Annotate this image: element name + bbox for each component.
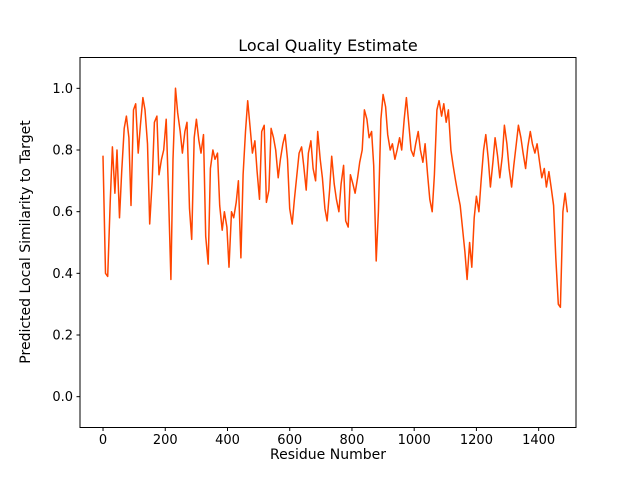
x-tick-label: 600 bbox=[277, 433, 302, 448]
data-line bbox=[102, 87, 569, 309]
x-tick-label: 200 bbox=[153, 433, 178, 448]
axes-box bbox=[79, 57, 577, 428]
x-tick-label: 400 bbox=[215, 433, 240, 448]
x-tick-label: 0 bbox=[99, 433, 107, 448]
y-axis-label: Predicted Local Similarity to Target bbox=[18, 120, 34, 364]
x-tick-label: 1200 bbox=[460, 433, 493, 448]
y-tick-label: 0.6 bbox=[52, 205, 73, 220]
x-axis-label: Residue Number bbox=[270, 447, 386, 463]
y-tick-label: 0.4 bbox=[52, 267, 73, 282]
y-tick-label: 0.2 bbox=[52, 329, 73, 344]
x-tick-label: 1000 bbox=[398, 433, 431, 448]
x-tick-label: 1400 bbox=[522, 433, 555, 448]
chart-title: Local Quality Estimate bbox=[238, 36, 418, 55]
y-tick-label: 1.0 bbox=[52, 82, 73, 97]
y-tick-label: 0.8 bbox=[52, 144, 73, 159]
x-tick-label: 800 bbox=[340, 433, 365, 448]
y-tick-label: 0.0 bbox=[52, 390, 73, 405]
